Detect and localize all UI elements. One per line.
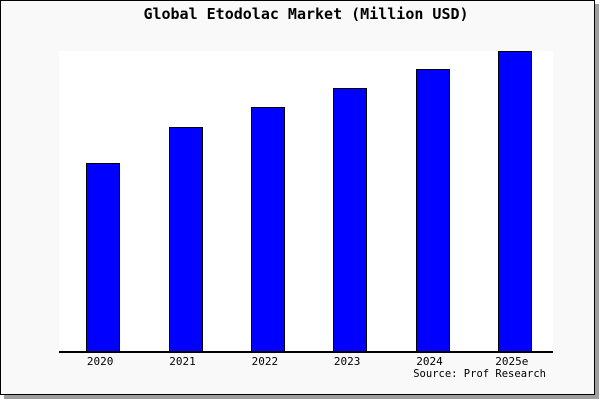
bar-2023 — [333, 87, 368, 351]
x-tick-label-2024: 2024 — [416, 355, 443, 368]
bar-2020 — [86, 162, 121, 351]
bar-2024 — [415, 69, 450, 351]
bar-2022 — [250, 107, 285, 351]
chart-title: Global Etodolac Market (Million USD) — [143, 5, 469, 23]
x-tick-label-2022: 2022 — [251, 355, 279, 368]
x-tick-label-2023: 2023 — [333, 355, 361, 368]
x-tick-label-2021: 2021 — [169, 355, 196, 368]
plot-area — [59, 51, 553, 353]
x-tick-label-2025e: 2025e — [495, 355, 529, 368]
chart-window: Global Etodolac Market (Million USD) 202… — [0, 0, 595, 395]
bar-2025e — [497, 51, 532, 351]
source-credit: Source: Prof Research — [413, 368, 546, 380]
bar-2021 — [168, 126, 203, 351]
x-tick-label-2020: 2020 — [86, 355, 114, 368]
x-axis-labels: 2020 2021 2022 2023 2024 2025e — [59, 355, 553, 369]
